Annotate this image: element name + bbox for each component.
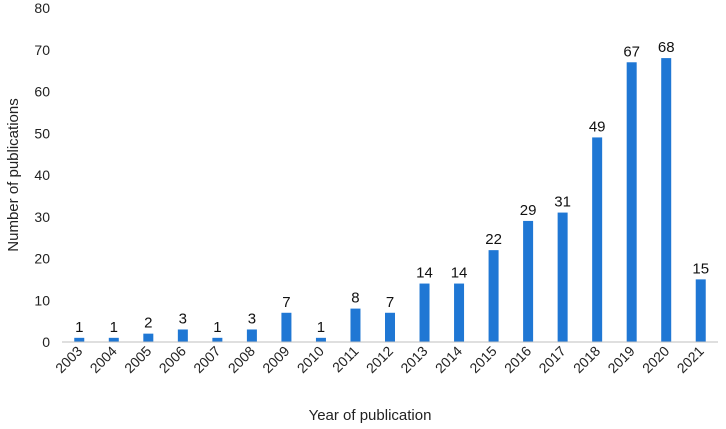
y-tick-label: 10 xyxy=(34,292,50,308)
x-tick-label: 2014 xyxy=(432,343,465,376)
y-axis-title: Number of publications xyxy=(5,98,22,251)
bar xyxy=(281,312,292,342)
bar xyxy=(488,250,499,342)
data-label: 31 xyxy=(554,194,571,211)
data-label: 2 xyxy=(144,315,152,332)
bar xyxy=(626,62,637,343)
bar xyxy=(315,337,326,342)
y-tick-label: 80 xyxy=(34,0,50,16)
x-tick-label: 2019 xyxy=(604,343,637,376)
bar xyxy=(523,220,534,342)
x-tick-label: 2021 xyxy=(674,343,707,376)
x-axis-title: Year of publication xyxy=(309,407,432,424)
x-axis-ticks: 2003 2004 2005 2006 2007 2008 2009 2010 2011 2012… xyxy=(52,343,707,376)
bar xyxy=(385,312,395,342)
x-tick-label: 2012 xyxy=(363,343,396,376)
data-label: 68 xyxy=(658,39,675,56)
bar xyxy=(177,329,188,342)
data-label: 8 xyxy=(351,290,359,307)
x-tick-label: 2016 xyxy=(501,343,534,376)
x-tick-label: 2004 xyxy=(87,343,120,376)
data-label: 14 xyxy=(451,265,468,282)
bar xyxy=(350,308,361,342)
bars xyxy=(74,58,706,343)
x-tick-label: 2017 xyxy=(535,343,568,376)
data-label: 1 xyxy=(317,319,325,336)
y-tick-label: 30 xyxy=(34,209,50,225)
bar xyxy=(592,137,603,342)
y-tick-label: 20 xyxy=(34,251,50,267)
data-label: 14 xyxy=(416,265,433,282)
y-axis-ticks: 0 10 20 30 40 50 60 70 80 xyxy=(34,0,50,350)
x-tick-label: 2009 xyxy=(259,343,292,376)
bar xyxy=(661,58,672,342)
y-tick-label: 70 xyxy=(34,42,50,58)
x-tick-label: 2008 xyxy=(225,343,258,376)
x-tick-label: 2013 xyxy=(397,343,430,376)
data-label: 49 xyxy=(589,118,606,135)
bar xyxy=(246,329,257,342)
bar xyxy=(143,333,154,342)
y-tick-label: 50 xyxy=(34,125,50,141)
data-label: 67 xyxy=(623,43,640,60)
bar xyxy=(557,212,568,342)
data-label: 3 xyxy=(248,310,256,327)
x-tick-label: 2015 xyxy=(466,343,499,376)
bar xyxy=(74,337,85,342)
data-label: 3 xyxy=(179,310,187,327)
data-label: 15 xyxy=(692,260,709,277)
x-tick-label: 2018 xyxy=(570,343,603,376)
data-label: 22 xyxy=(485,231,502,248)
y-tick-label: 40 xyxy=(34,167,50,183)
data-label: 1 xyxy=(110,319,118,336)
data-label: 1 xyxy=(75,319,83,336)
bar xyxy=(108,337,119,342)
x-tick-label: 2011 xyxy=(329,343,362,376)
data-label: 1 xyxy=(213,319,221,336)
x-tick-label: 2005 xyxy=(121,343,154,376)
bar xyxy=(454,283,465,342)
x-tick-label: 2020 xyxy=(639,343,672,376)
x-tick-label: 2007 xyxy=(190,343,223,376)
data-label: 29 xyxy=(520,202,537,219)
x-tick-label: 2003 xyxy=(52,343,85,376)
data-label: 7 xyxy=(282,294,290,311)
bar xyxy=(419,283,430,342)
bar xyxy=(695,279,706,342)
y-tick-label: 60 xyxy=(34,84,50,100)
x-tick-label: 2010 xyxy=(294,343,327,376)
data-label: 7 xyxy=(386,294,394,311)
y-tick-label: 0 xyxy=(42,334,50,350)
bar xyxy=(212,337,223,342)
x-tick-label: 2006 xyxy=(156,343,189,376)
